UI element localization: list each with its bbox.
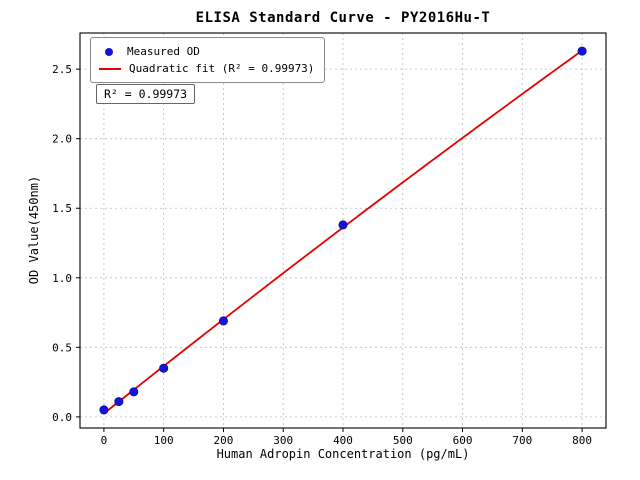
x-tick-label: 400 bbox=[333, 434, 353, 447]
y-tick-label: 1.5 bbox=[52, 202, 72, 215]
scatter-point bbox=[114, 397, 124, 407]
x-tick-label: 700 bbox=[512, 434, 532, 447]
scatter-point bbox=[129, 387, 139, 397]
y-tick-label: 0.5 bbox=[52, 341, 72, 354]
x-axis-label: Human Adropin Concentration (pg/mL) bbox=[216, 447, 470, 461]
legend: Measured OD Quadratic fit (R² = 0.99973) bbox=[90, 37, 326, 83]
x-tick-label: 800 bbox=[572, 434, 592, 447]
y-tick-label: 2.5 bbox=[52, 63, 72, 76]
scatter-point bbox=[577, 46, 587, 56]
legend-item-measured: Measured OD bbox=[99, 43, 314, 60]
x-tick-label: 100 bbox=[154, 434, 174, 447]
scatter-point bbox=[99, 405, 109, 415]
scatter-point bbox=[218, 316, 228, 326]
x-tick-label: 200 bbox=[214, 434, 234, 447]
y-axis-label: OD Value(450nm) bbox=[27, 175, 41, 285]
x-tick-label: 0 bbox=[101, 434, 108, 447]
line-marker-icon bbox=[99, 67, 121, 70]
x-tick-label: 300 bbox=[273, 434, 293, 447]
legend-label-fit: Quadratic fit (R² = 0.99973) bbox=[129, 62, 315, 75]
y-tick-label: 0.0 bbox=[52, 411, 72, 424]
y-tick-label: 2.0 bbox=[52, 133, 72, 146]
chart-title: ELISA Standard Curve - PY2016Hu-T bbox=[195, 10, 491, 26]
scatter-point bbox=[338, 220, 348, 230]
scatter-marker-icon bbox=[105, 47, 113, 56]
x-tick-label: 600 bbox=[453, 434, 473, 447]
r-squared-annotation: R² = 0.99973 bbox=[96, 84, 196, 104]
y-tick-label: 1.0 bbox=[52, 272, 72, 285]
x-tick-label: 500 bbox=[393, 434, 413, 447]
legend-label-measured: Measured OD bbox=[127, 45, 200, 58]
legend-item-fit: Quadratic fit (R² = 0.99973) bbox=[99, 60, 314, 77]
scatter-point bbox=[159, 363, 169, 373]
